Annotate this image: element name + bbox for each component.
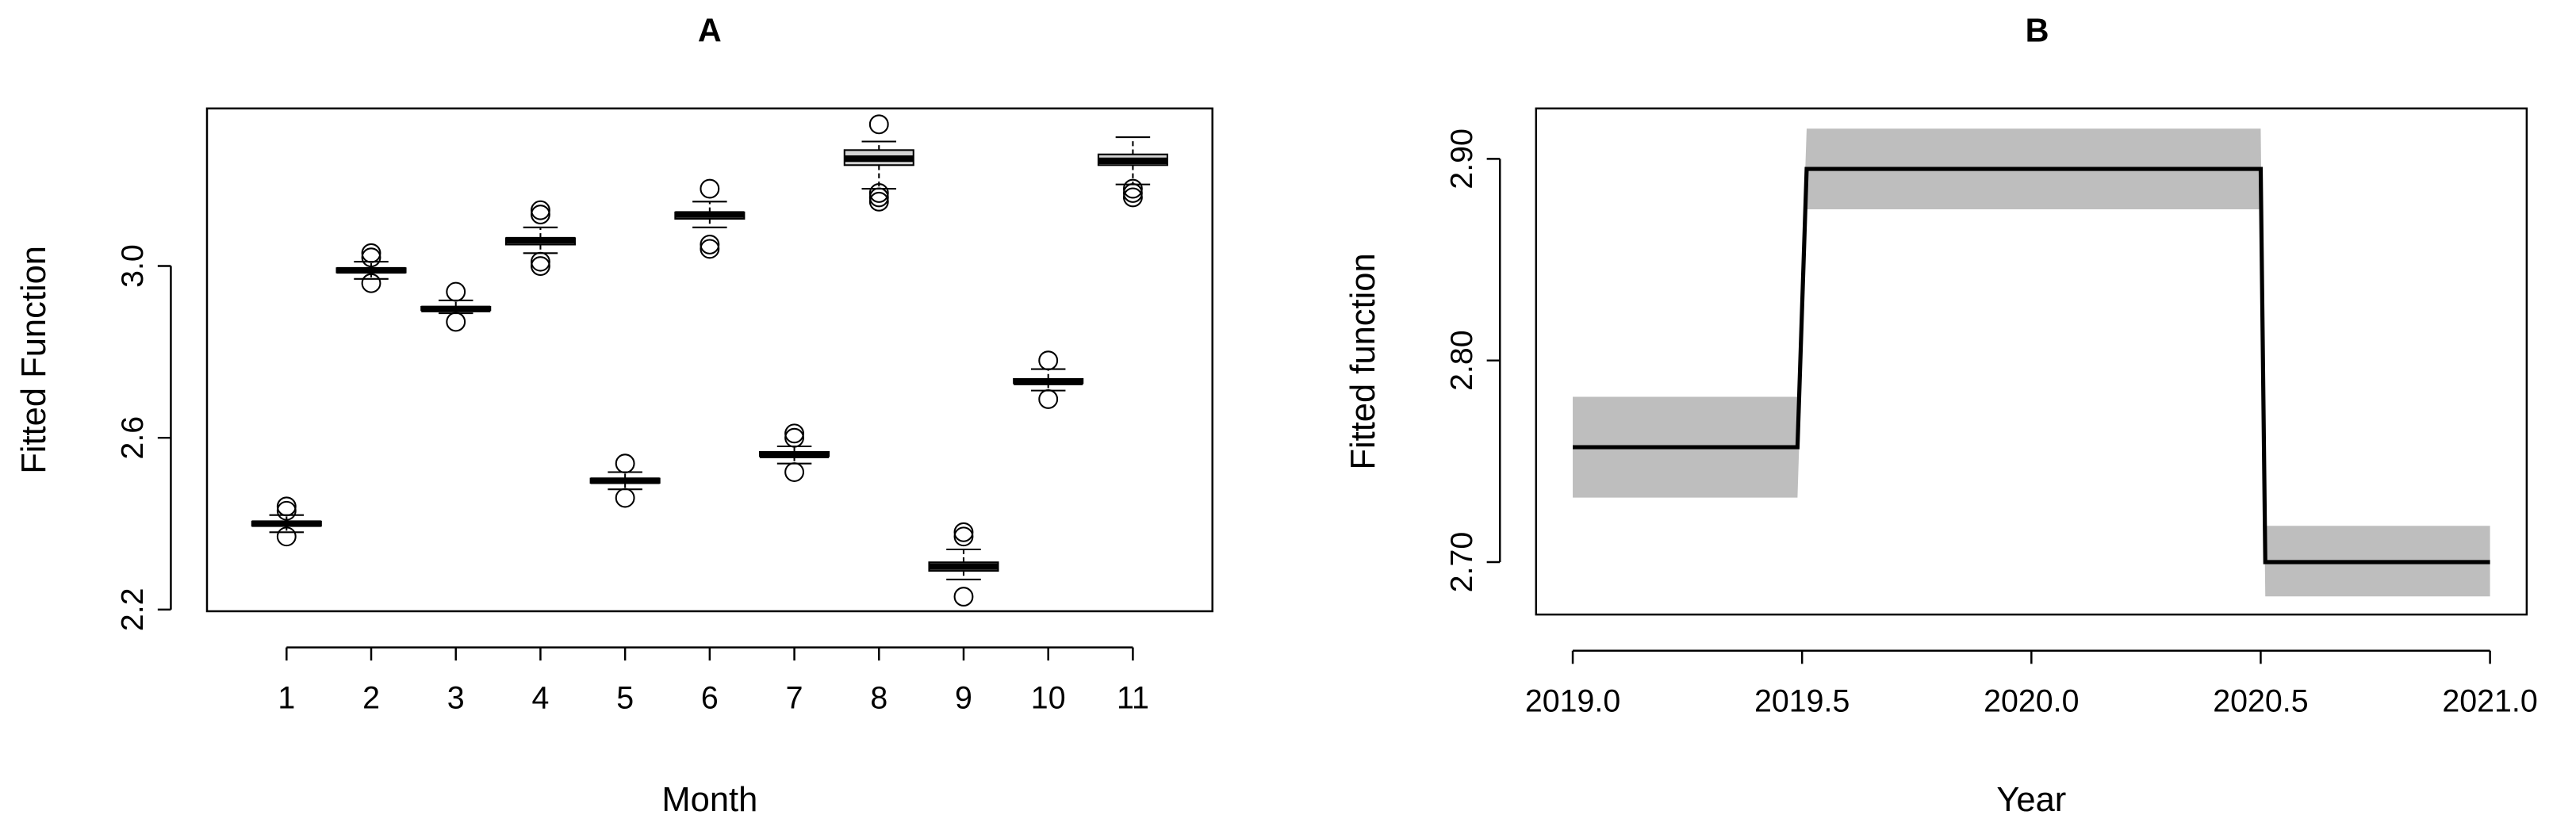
- outlier: [700, 235, 720, 254]
- x-tick-label: 8: [870, 680, 887, 715]
- outlier: [1122, 187, 1143, 208]
- outlier: [615, 488, 635, 508]
- outlier: [700, 239, 720, 259]
- x-tick-label: 2021.0: [2442, 683, 2537, 718]
- outlier: [868, 187, 889, 208]
- outlier: [361, 243, 381, 263]
- x-tick-label: 2020.5: [2213, 683, 2308, 718]
- outlier: [1122, 178, 1143, 199]
- x-tick-label: 10: [1031, 680, 1066, 715]
- outlier: [784, 462, 804, 482]
- outlier: [531, 200, 550, 220]
- outlier: [868, 191, 889, 212]
- y-tick-label: 2.90: [1444, 128, 1479, 189]
- outlier: [276, 496, 297, 517]
- outlier: [446, 312, 466, 332]
- outlier: [276, 500, 297, 521]
- x-tick-label: 5: [616, 680, 634, 715]
- y-axis-title: Fitted function: [1344, 253, 1382, 469]
- outlier: [1038, 389, 1059, 409]
- x-axis-title: Year: [1996, 781, 2066, 819]
- outlier: [953, 587, 974, 607]
- outlier: [1122, 183, 1143, 203]
- outlier: [276, 526, 297, 547]
- x-axis-title: Month: [661, 781, 757, 819]
- outlier: [868, 114, 889, 135]
- outlier: [531, 251, 550, 272]
- confidence-band: [1573, 128, 2490, 597]
- outlier: [953, 522, 974, 542]
- x-tick-label: 4: [531, 680, 549, 715]
- outlier: [868, 183, 889, 203]
- y-tick-label: 2.6: [115, 416, 150, 460]
- y-axis-title: Fitted Function: [15, 246, 53, 474]
- y-tick-label: 2.80: [1444, 330, 1479, 391]
- chart-title: A: [698, 11, 722, 48]
- fitted-line: [1573, 166, 2490, 564]
- outlier: [615, 453, 635, 474]
- plot-frame: [205, 107, 1213, 613]
- chart-title: B: [2026, 11, 2049, 48]
- outlier: [361, 247, 381, 268]
- x-tick-label: 9: [955, 680, 972, 715]
- y-tick-label: 2.2: [115, 587, 150, 631]
- x-tick-label: 7: [786, 680, 803, 715]
- outlier: [953, 526, 974, 547]
- outlier: [361, 273, 381, 293]
- outlier: [531, 205, 550, 224]
- panel: A Month Fitted Function 2.2 2.6 3.0 1 2 3 4 5 6 7 8 9 1…: [15, 11, 1213, 819]
- plot-frame: [1535, 107, 2528, 616]
- x-tick-label: 3: [447, 680, 465, 715]
- x-tick-label: 2: [362, 680, 380, 715]
- x-tick-label: 11: [1117, 680, 1149, 715]
- x-tick-label: 6: [701, 680, 719, 715]
- y-tick-label: 2.70: [1444, 532, 1479, 593]
- outlier: [1038, 350, 1059, 371]
- x-tick-label: 1: [278, 680, 295, 715]
- x-tick-label: 2019.5: [1754, 683, 1850, 718]
- outlier: [531, 256, 550, 276]
- y-tick-label: 3.0: [115, 244, 150, 288]
- panel: B Year Fitted function 2.70 2.80 2.90 2019.0 20…: [1344, 11, 2538, 819]
- x-tick-label: 2019.0: [1525, 683, 1620, 718]
- outlier: [446, 281, 466, 302]
- outlier: [784, 427, 804, 448]
- outlier: [700, 178, 720, 199]
- outlier: [784, 423, 804, 444]
- x-tick-label: 2020.0: [1984, 683, 2079, 718]
